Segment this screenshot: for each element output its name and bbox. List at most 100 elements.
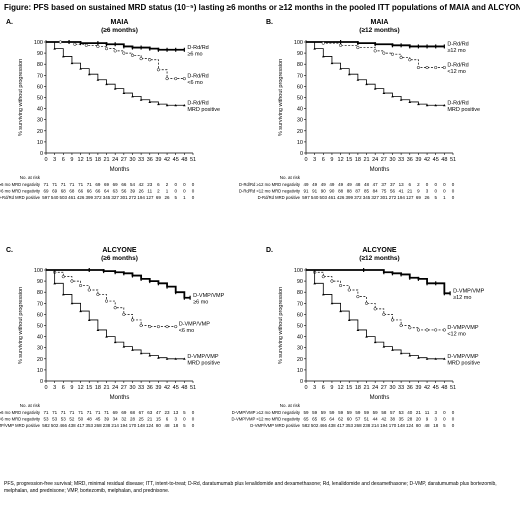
y-tick-label: 60 [37,84,43,90]
y-tick-label: 20 [297,129,303,135]
risk-table-cell: 5 [443,423,446,428]
series-label: D-VMP/VMP [179,322,211,328]
x-tick-label: 45 [433,157,439,163]
risk-table-cell: 0 [426,182,429,187]
risk-table-cell: 42 [381,417,387,422]
x-tick-label: 39 [155,385,161,391]
y-tick-label: 30 [297,118,303,124]
censor-mark [70,302,74,305]
risk-table-cell: 71 [52,182,58,187]
y-tick-label: 60 [297,84,303,90]
x-tick-label: 24 [372,157,378,163]
risk-table-cell: 345 [103,195,111,200]
censor-mark [416,65,420,70]
series-line [46,269,176,327]
risk-table-cell: 170 [129,423,137,428]
censor-mark [408,100,412,103]
risk-table-cell: 372 [94,195,102,200]
censor-mark [339,309,342,313]
y-tick-label: 70 [37,301,43,307]
risk-table-cell: 42 [139,182,145,187]
y-tick-label: 20 [297,357,303,363]
risk-table-cell: 461 [328,195,336,200]
y-tick-label: 50 [297,324,303,330]
censor-mark [382,312,386,316]
risk-table-cell: 37 [381,182,387,187]
risk-table-cell: 9 [417,189,420,194]
risk-table-cell: 301 [380,195,388,200]
x-tick-label: 30 [389,157,395,163]
risk-table-cell: 26 [165,195,171,200]
y-tick-label: 0 [40,151,43,157]
risk-table-cell: 59 [312,410,318,415]
panel-subtitle: (≥6 months) [101,255,138,262]
risk-table-cell: 48 [87,417,93,422]
risk-table-cell: 5 [174,195,177,200]
risk-table-cell: 6 [157,182,160,187]
risk-table-cell: 69 [104,182,110,187]
y-tick-label: 0 [40,379,43,385]
censor-mark [339,283,343,288]
series-label: MRD positive [187,360,220,366]
risk-table-cell: 18 [173,423,179,428]
risk-table-cell: 49 [329,182,335,187]
risk-table-cell: 64 [329,417,335,422]
censor-mark [53,47,56,50]
x-tick-label: 3 [313,385,316,391]
censor-mark [79,67,82,70]
risk-table-cell: 124 [406,423,414,428]
risk-table-cell: 71 [43,182,49,187]
risk-table-cell: 5 [183,410,186,415]
censor-mark [122,345,126,348]
x-tick-label: 27 [121,385,127,391]
risk-table-cell: 51 [364,417,370,422]
censor-mark [131,95,134,98]
risk-table-cell: 148 [137,423,145,428]
y-axis-label: % surviving without progression [278,59,284,136]
panel-title: MAIA [111,19,129,26]
risk-table-row-label: D-Rd/Rd ≥12 mo MRD negativity [239,182,301,187]
censor-mark [442,65,446,70]
risk-table-row-label: D-VMP/VMP MRD positive [250,423,300,428]
risk-table-cell: 21 [147,417,153,422]
risk-table-cell: 13 [173,410,179,415]
y-tick-label: 10 [37,368,43,374]
x-tick-label: 18 [355,157,361,163]
censor-mark [443,357,446,360]
x-tick-label: 3 [313,157,316,163]
risk-table-title: No. at risk [280,403,301,408]
censor-mark [330,302,334,305]
risk-table-cell: 59 [329,410,335,415]
risk-table-cell: 0 [443,189,446,194]
y-tick-label: 100 [34,268,43,274]
risk-table-cell: 272 [129,195,137,200]
risk-table-cell: 466 [60,423,68,428]
risk-table-cell: 59 [338,410,344,415]
censor-mark [122,312,126,316]
risk-table-cell: 71 [87,410,93,415]
censor-mark [330,61,334,65]
x-tick-label: 45 [173,157,179,163]
censor-mark [61,55,65,58]
series-line [306,269,451,295]
censor-mark [156,68,160,72]
risk-table-cell: 2 [417,182,420,187]
risk-table-cell: 0 [192,417,195,422]
censor-mark [130,318,135,322]
series-label: D-VMP/VMP [453,288,485,294]
risk-table-cell: 0 [183,189,186,194]
risk-table-cell: 127 [146,195,154,200]
risk-table-cell: 327 [111,195,119,200]
risk-table-cell: 84 [373,189,379,194]
risk-table-cell: 0 [192,410,195,415]
y-tick-label: 60 [37,312,43,318]
risk-table-cell: 194 [380,423,388,428]
risk-table-cell: 39 [130,189,136,194]
risk-table-cell: 0 [174,182,177,187]
censor-mark [87,318,91,321]
risk-table-cell: 18 [433,423,439,428]
series-label: D-Rd/Rd [447,41,468,47]
censor-mark [416,328,420,332]
censor-mark [58,40,62,44]
x-tick-label: 3 [53,385,56,391]
